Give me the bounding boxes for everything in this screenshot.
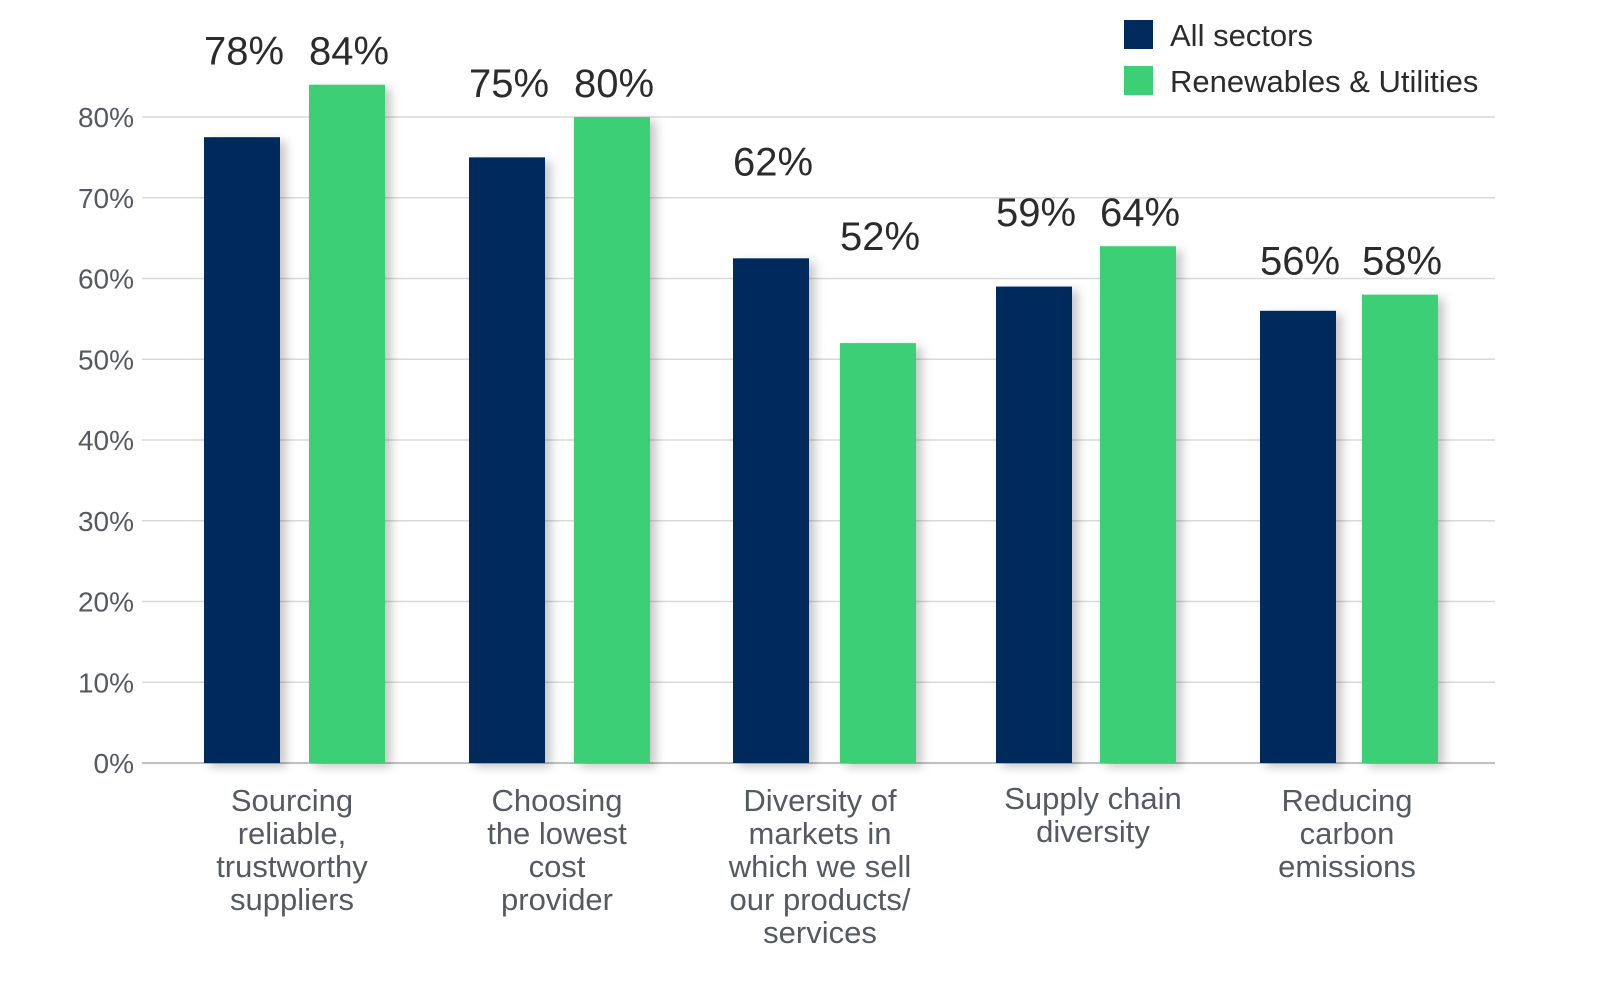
data-label-renewables-utilities: 80% <box>574 62 654 106</box>
bar-renewables-utilities <box>840 343 916 763</box>
legend-label-renewables-utilities: Renewables & Utilities <box>1170 64 1478 99</box>
y-tick-label: 60% <box>78 264 134 295</box>
x-category-label: services <box>763 915 877 950</box>
data-label-renewables-utilities: 58% <box>1362 240 1442 284</box>
x-category-label: Diversity of <box>743 783 897 818</box>
x-category-label: Reducing <box>1282 783 1413 818</box>
y-tick-label: 0% <box>94 748 134 779</box>
bar-all-sectors <box>1260 310 1336 763</box>
legend-swatch-all-sectors <box>1124 20 1153 49</box>
bar-all-sectors <box>996 286 1072 763</box>
y-tick-label: 10% <box>78 667 134 698</box>
data-label-all-sectors: 56% <box>1260 240 1340 284</box>
y-tick-label: 40% <box>78 425 134 456</box>
x-category-label: our products/ <box>730 882 911 917</box>
x-category-label: suppliers <box>230 882 354 917</box>
x-category-label: cost <box>529 849 586 884</box>
bar-renewables-utilities <box>309 84 385 763</box>
bar-all-sectors <box>733 258 809 763</box>
y-tick-label: 20% <box>78 587 134 618</box>
bar-all-sectors <box>469 157 545 763</box>
y-tick-label: 30% <box>78 506 134 537</box>
y-tick-label: 80% <box>78 102 134 133</box>
data-label-all-sectors: 59% <box>996 191 1076 235</box>
x-category-label: Choosing <box>492 783 623 818</box>
y-tick-label: 70% <box>78 183 134 214</box>
x-category-label: the lowest <box>487 816 627 851</box>
bar-renewables-utilities <box>1362 294 1438 763</box>
bar-renewables-utilities <box>1100 246 1176 763</box>
x-category-label: carbon <box>1300 816 1395 851</box>
legend-label-all-sectors: All sectors <box>1170 18 1313 53</box>
bar-all-sectors <box>204 137 280 763</box>
x-category-label: Supply chain <box>1004 781 1182 816</box>
x-category-label: provider <box>501 882 613 917</box>
y-tick-label: 50% <box>78 344 134 375</box>
x-category-label: which we sell <box>728 849 912 884</box>
x-category-label: diversity <box>1036 814 1150 849</box>
data-label-renewables-utilities: 52% <box>840 215 920 259</box>
data-label-all-sectors: 75% <box>469 62 549 106</box>
data-label-renewables-utilities: 64% <box>1100 191 1180 235</box>
x-category-label: emissions <box>1278 849 1416 884</box>
data-label-all-sectors: 78% <box>204 30 284 74</box>
x-category-label: markets in <box>749 816 892 851</box>
x-category-label: trustworthy <box>216 849 368 884</box>
bar-renewables-utilities <box>574 117 650 763</box>
data-label-renewables-utilities: 84% <box>309 30 389 74</box>
legend-swatch-renewables-utilities <box>1124 66 1153 95</box>
x-category-label: reliable, <box>238 816 347 851</box>
x-category-label: Sourcing <box>231 783 353 818</box>
data-label-all-sectors: 62% <box>733 140 813 184</box>
